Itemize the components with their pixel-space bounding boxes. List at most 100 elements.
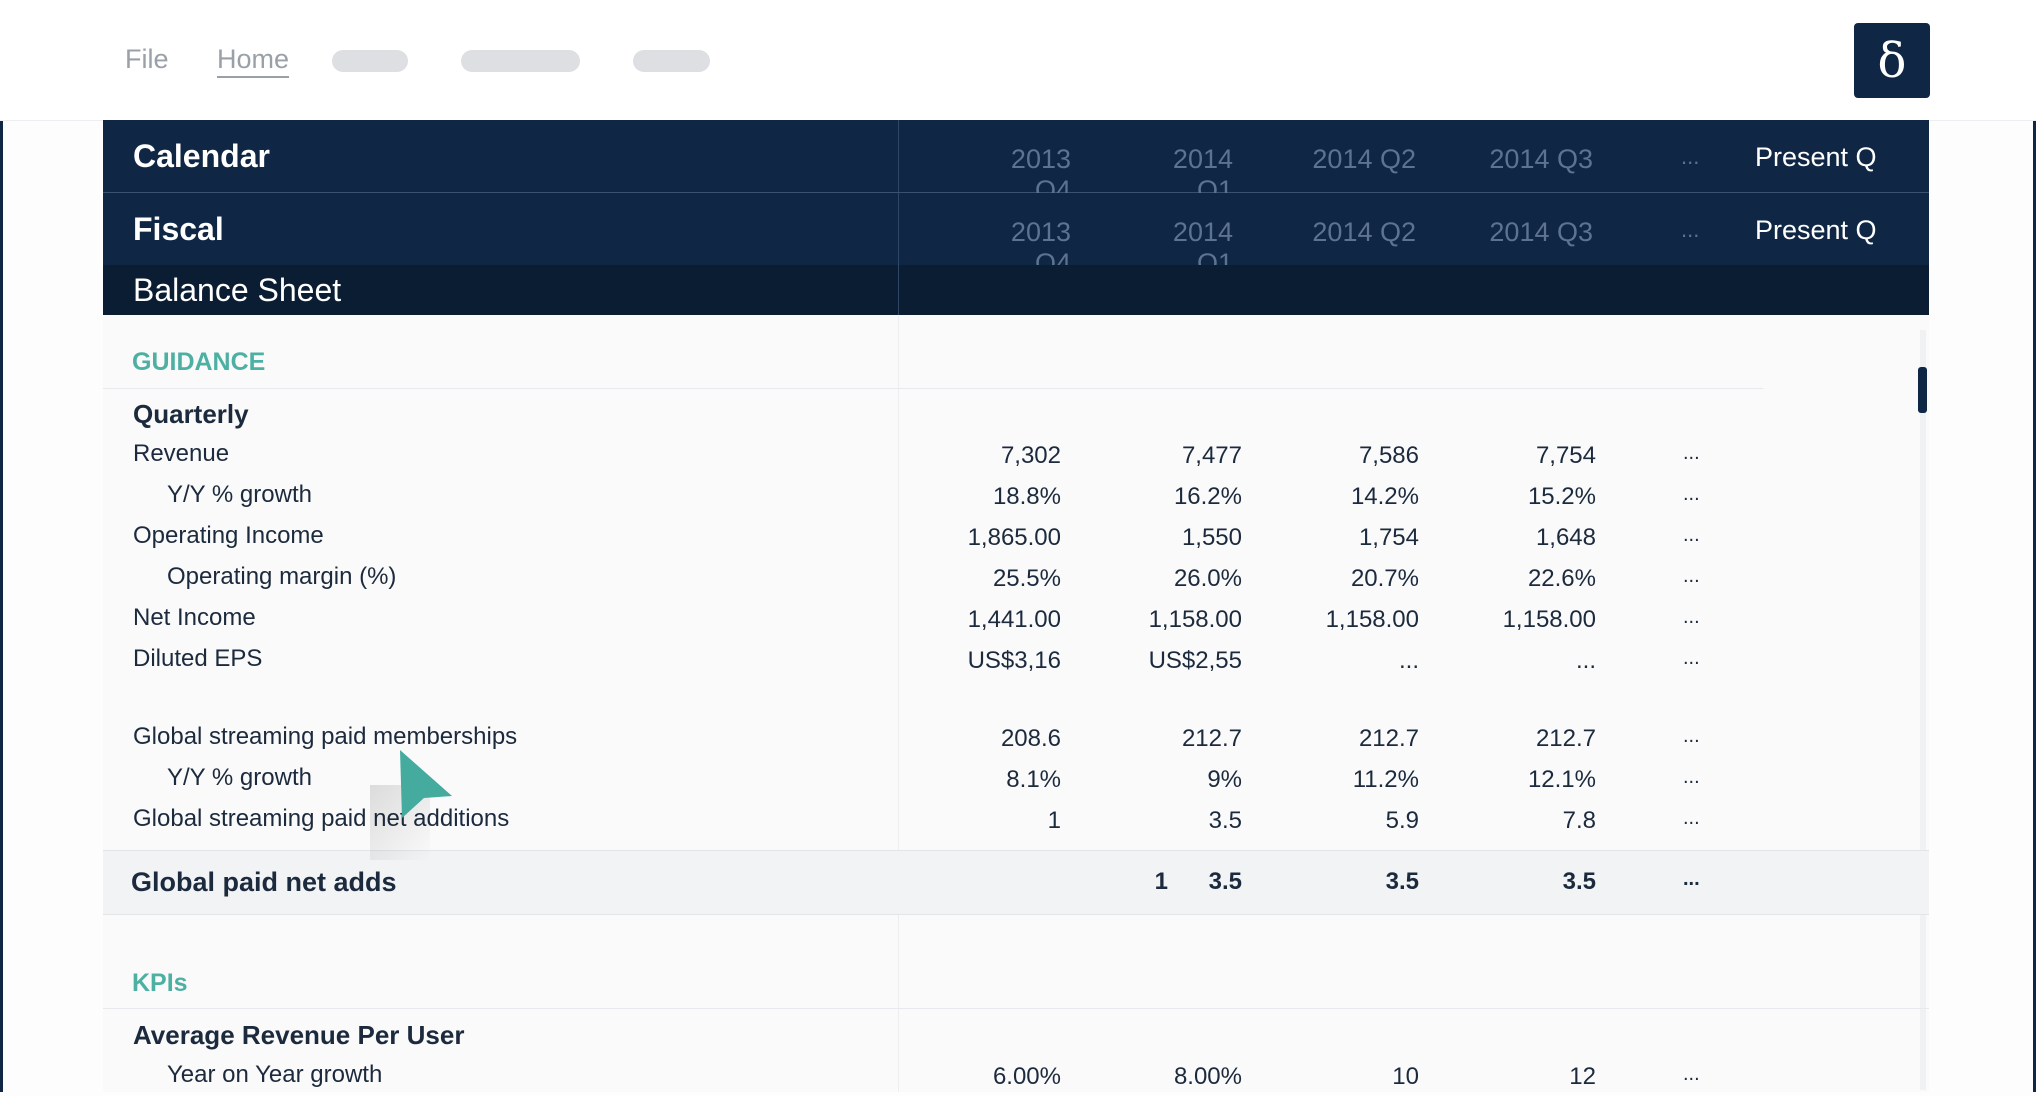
group-header: Average Revenue Per User <box>103 1014 1929 1055</box>
table-row[interactable]: Global streaming paid memberships 208.6 … <box>103 717 1929 758</box>
total-value[interactable]: 3.5 <box>1385 868 1419 895</box>
kpis-section-title: KPIs <box>132 969 188 997</box>
scrollbar-thumb[interactable] <box>1918 367 1927 413</box>
cell-value[interactable]: 16.2% <box>1173 483 1242 510</box>
cell-value[interactable]: 12.1% <box>1527 766 1596 793</box>
fiscal-quarter: 2013 Q4 <box>1010 217 1071 278</box>
cell-value[interactable]: 10 <box>1392 1063 1419 1090</box>
cell-value[interactable]: 1,754 <box>1358 524 1419 551</box>
balance-sheet-header: Balance Sheet <box>103 265 1929 315</box>
cell-ellipsis: ... <box>1683 647 1700 669</box>
fiscal-ellipsis: ... <box>1681 217 1700 242</box>
menu-file[interactable]: File <box>125 44 169 74</box>
cell-value[interactable]: 26.0% <box>1173 565 1242 592</box>
table-row[interactable]: Y/Y % growth 18.8% 16.2% 14.2% 15.2% ... <box>103 475 1929 516</box>
table-row[interactable]: Operating Income 1,865.00 1,550 1,754 1,… <box>103 516 1929 557</box>
total-value[interactable]: 1 <box>1154 868 1168 895</box>
cell-value[interactable]: 7,754 <box>1535 442 1596 469</box>
cell-value[interactable]: 1,865.00 <box>967 524 1061 551</box>
table-row[interactable]: Revenue 7,302 7,477 7,586 7,754 ... <box>103 434 1929 475</box>
fiscal-present-q[interactable]: Present Q <box>1755 215 1877 245</box>
sheet-title: Balance Sheet <box>133 272 342 308</box>
cell-ellipsis: ... <box>1683 807 1700 829</box>
cell-value[interactable]: 1,158.00 <box>1148 606 1242 633</box>
cell-ellipsis: ... <box>1683 483 1700 505</box>
calendar-quarter: 2014 Q2 <box>1312 144 1416 174</box>
pointer-cursor-icon <box>400 750 452 818</box>
cell-value[interactable]: 1,158.00 <box>1502 606 1596 633</box>
row-label: Year on Year growth <box>167 1061 383 1088</box>
cell-value[interactable]: 1,441.00 <box>967 606 1061 633</box>
fiscal-label: Fiscal <box>133 211 224 247</box>
cell-ellipsis: ... <box>1683 524 1700 546</box>
row-label: Operating margin (%) <box>167 563 397 590</box>
group-label: Quarterly <box>133 399 249 429</box>
calendar-ellipsis: ... <box>1681 144 1700 169</box>
total-value[interactable]: 3.5 <box>1562 868 1596 895</box>
cell-value[interactable]: 208.6 <box>1000 725 1061 752</box>
cell-value[interactable]: 212.7 <box>1358 725 1419 752</box>
menu-bar: File Home δ <box>0 0 2036 121</box>
total-ellipsis: ... <box>1683 868 1700 890</box>
calendar-present-q[interactable]: Present Q <box>1755 142 1877 172</box>
cell-value[interactable]: 25.5% <box>992 565 1061 592</box>
cell-value[interactable]: ... <box>1398 647 1419 674</box>
scrollbar-track[interactable] <box>1920 330 1926 1090</box>
section-divider <box>103 388 1763 389</box>
row-label: Y/Y % growth <box>167 481 312 508</box>
cell-value[interactable]: 7,477 <box>1181 442 1242 469</box>
cell-value[interactable]: US$3,16 <box>967 647 1061 674</box>
table-row[interactable]: Y/Y % growth 8.1% 9% 11.2% 12.1% ... <box>103 758 1929 799</box>
cell-value[interactable]: 7,302 <box>1000 442 1061 469</box>
delta-logo: δ <box>1854 23 1930 98</box>
cell-value[interactable]: 20.7% <box>1350 565 1419 592</box>
row-label: Revenue <box>133 440 230 467</box>
cell-ellipsis: ... <box>1683 442 1700 464</box>
total-value[interactable]: 3.5 <box>1208 868 1242 895</box>
cell-value[interactable]: ... <box>1575 647 1596 674</box>
cell-value[interactable]: 11.2% <box>1352 766 1419 793</box>
cell-value[interactable]: 8.1% <box>1006 766 1061 793</box>
cell-value[interactable]: 8.00% <box>1173 1063 1242 1090</box>
cell-value[interactable]: 14.2% <box>1350 483 1419 510</box>
cell-value[interactable]: 3.5 <box>1208 807 1242 834</box>
cell-value[interactable]: 12 <box>1569 1063 1596 1090</box>
row-label: Global streaming paid memberships <box>133 723 518 750</box>
cell-value[interactable]: 1,158.00 <box>1325 606 1419 633</box>
row-label: Diluted EPS <box>133 645 263 672</box>
table-row[interactable]: Diluted EPS US$3,16 US$2,55 ... ... ... <box>103 639 1929 680</box>
row-label: Operating Income <box>133 522 324 549</box>
fiscal-header-row: Fiscal 2013 Q4 2014 Q1 2014 Q2 2014 Q3 .… <box>103 193 1929 278</box>
cell-value[interactable]: US$2,55 <box>1148 647 1242 674</box>
cell-value[interactable]: 1 <box>1047 807 1061 834</box>
menu-home[interactable]: Home <box>217 44 290 74</box>
calendar-quarter: 2013 Q4 <box>1010 144 1071 205</box>
table-row[interactable]: Net Income 1,441.00 1,158.00 1,158.00 1,… <box>103 598 1929 639</box>
cell-value[interactable]: 18.8% <box>992 483 1061 510</box>
menu-placeholder-3[interactable] <box>633 50 710 72</box>
cell-ellipsis: ... <box>1683 725 1700 747</box>
cell-value[interactable]: 15.2% <box>1527 483 1596 510</box>
cell-value[interactable]: 7,586 <box>1358 442 1419 469</box>
total-row[interactable]: Global paid net adds 1 3.5 3.5 3.5 ... <box>103 850 1929 915</box>
cell-value[interactable]: 9% <box>1207 766 1242 793</box>
cell-value[interactable]: 22.6% <box>1527 565 1596 592</box>
menu-placeholder-1[interactable] <box>332 50 408 72</box>
cell-value[interactable]: 7.8 <box>1562 807 1596 834</box>
cell-ellipsis: ... <box>1683 1063 1700 1085</box>
cell-ellipsis: ... <box>1683 766 1700 788</box>
cell-ellipsis: ... <box>1683 565 1700 587</box>
group-header: Quarterly <box>103 393 1929 434</box>
menu-placeholder-2[interactable] <box>461 50 580 72</box>
table-row[interactable]: Year on Year growth 6.00% 8.00% 10 12 ..… <box>103 1055 1929 1096</box>
table-row[interactable]: Global streaming paid net additions 1 3.… <box>103 799 1929 840</box>
table-row[interactable]: Operating margin (%) 25.5% 26.0% 20.7% 2… <box>103 557 1929 598</box>
cell-value[interactable]: 5.9 <box>1385 807 1419 834</box>
header-divider <box>898 193 899 265</box>
group-label: Average Revenue Per User <box>133 1020 465 1050</box>
cell-value[interactable]: 1,648 <box>1535 524 1596 551</box>
cell-value[interactable]: 1,550 <box>1181 524 1242 551</box>
cell-value[interactable]: 212.7 <box>1535 725 1596 752</box>
cell-value[interactable]: 212.7 <box>1181 725 1242 752</box>
cell-value[interactable]: 6.00% <box>992 1063 1061 1090</box>
